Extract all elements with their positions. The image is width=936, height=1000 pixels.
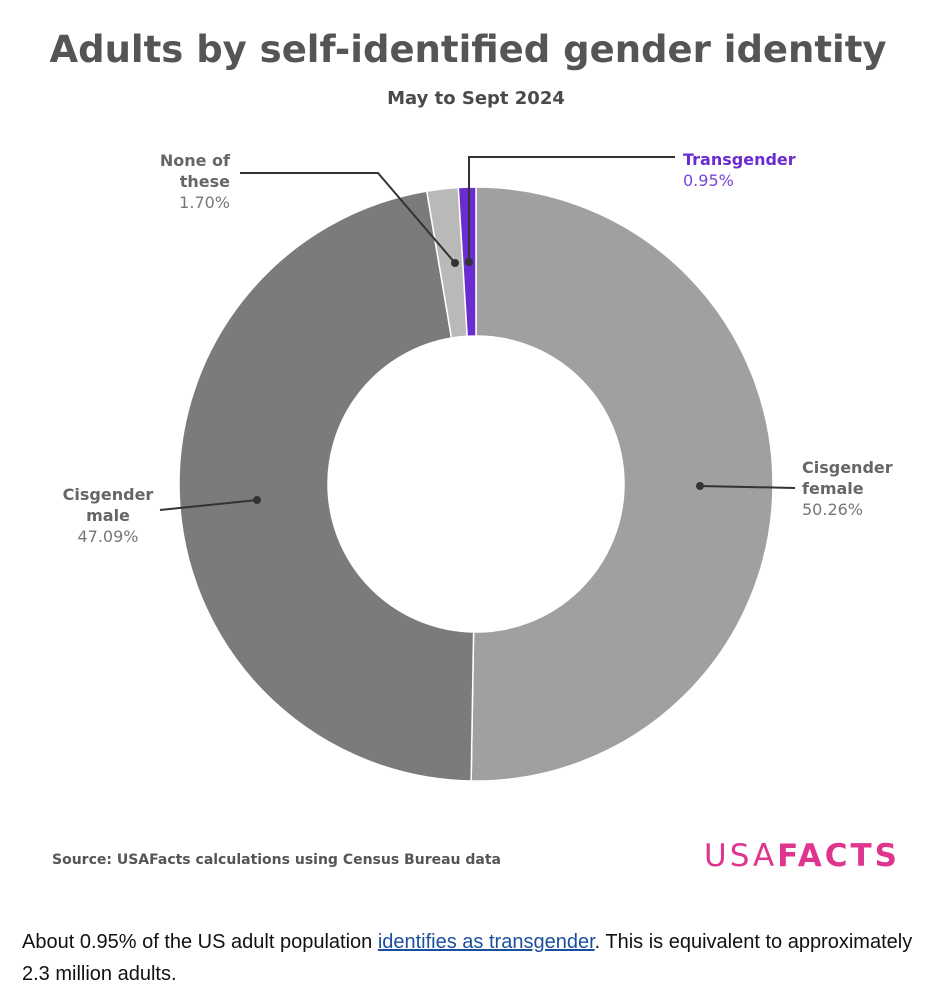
chart-title: Adults by self-identified gender identit… [49,28,886,71]
leader-dot-male [253,496,261,504]
label-male-line1: Cisgender [63,485,154,504]
caption-text-after: . This is equivalent to approximately 2.… [22,931,913,985]
leader-dot-none [451,259,459,267]
label-female-line2: female [802,479,864,498]
slice-male [178,190,475,782]
leader-line-male [159,499,258,511]
leader-line-none [240,172,456,264]
transgender-link[interactable]: identifies as transgender [377,931,595,953]
label-male-line2: male [86,506,130,525]
source-note: Source: USAFacts calculations using Cens… [52,852,501,868]
leader-line-female [699,485,796,489]
caption-text-before: About 0.95% of the US adult population [22,931,378,953]
leader-dot-transgender [465,258,473,266]
label-female-line1: Cisgender [802,458,893,477]
donut-chart: Adults by self-identified gender identit… [49,28,900,874]
label-none-pct: 1.70% [179,193,230,212]
leader-line-transgender [468,156,675,262]
label-transgender: Transgender [683,150,796,169]
caption-paragraph: About 0.95% of the US adult population i… [22,926,922,990]
label-none-line1: None of [160,151,231,170]
slice-female [470,186,774,782]
usafacts-logo: USAFACTS [704,838,900,874]
label-none-line2: these [180,172,230,191]
label-transgender-pct: 0.95% [683,171,734,190]
label-male-pct: 47.09% [77,527,138,546]
label-female-pct: 50.26% [802,500,863,519]
leader-dot-female [696,482,704,490]
chart-subtitle: May to Sept 2024 [387,88,565,109]
